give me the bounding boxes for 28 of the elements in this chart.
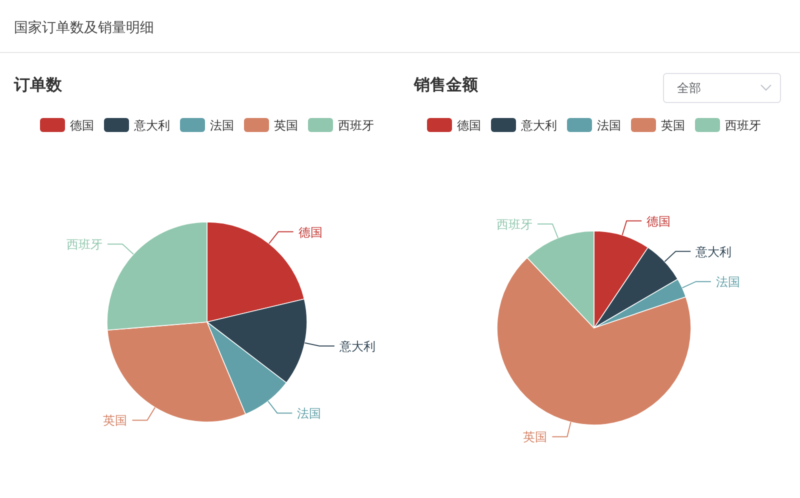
slice-label: 德国 — [298, 225, 322, 240]
chart-title: 销售金额 — [413, 76, 479, 94]
legend-label: 意大利 — [520, 118, 557, 132]
legend-label: 意大利 — [133, 118, 170, 132]
slice-label: 西班牙 — [66, 238, 102, 252]
legend-label: 西班牙 — [725, 118, 761, 132]
chart-title: 订单数 — [13, 76, 63, 94]
legend-label: 德国 — [457, 118, 481, 132]
pie-slice — [594, 230, 648, 328]
legend-label: 西班牙 — [338, 118, 374, 132]
legend-label: 德国 — [70, 118, 94, 132]
legend-label: 法国 — [210, 118, 234, 132]
legend-label: 英国 — [274, 118, 298, 132]
legend-label: 法国 — [597, 118, 621, 132]
pie-slice — [526, 230, 594, 328]
slice-label: 法国 — [716, 275, 740, 290]
slice-label: 英国 — [523, 430, 548, 444]
slice-label: 意大利 — [338, 340, 376, 354]
slice-label: 英国 — [103, 414, 128, 428]
slice-label: 德国 — [646, 214, 671, 228]
pie-slice — [594, 278, 686, 328]
pie-slice — [594, 247, 678, 328]
legend-label: 英国 — [661, 118, 685, 132]
slice-label: 法国 — [297, 406, 322, 421]
text: 全部 — [677, 81, 701, 95]
slice-label: 意大利 — [694, 244, 732, 259]
slice-label: 西班牙 — [496, 217, 532, 232]
text: 国家订单数及销量明细 — [14, 19, 154, 35]
